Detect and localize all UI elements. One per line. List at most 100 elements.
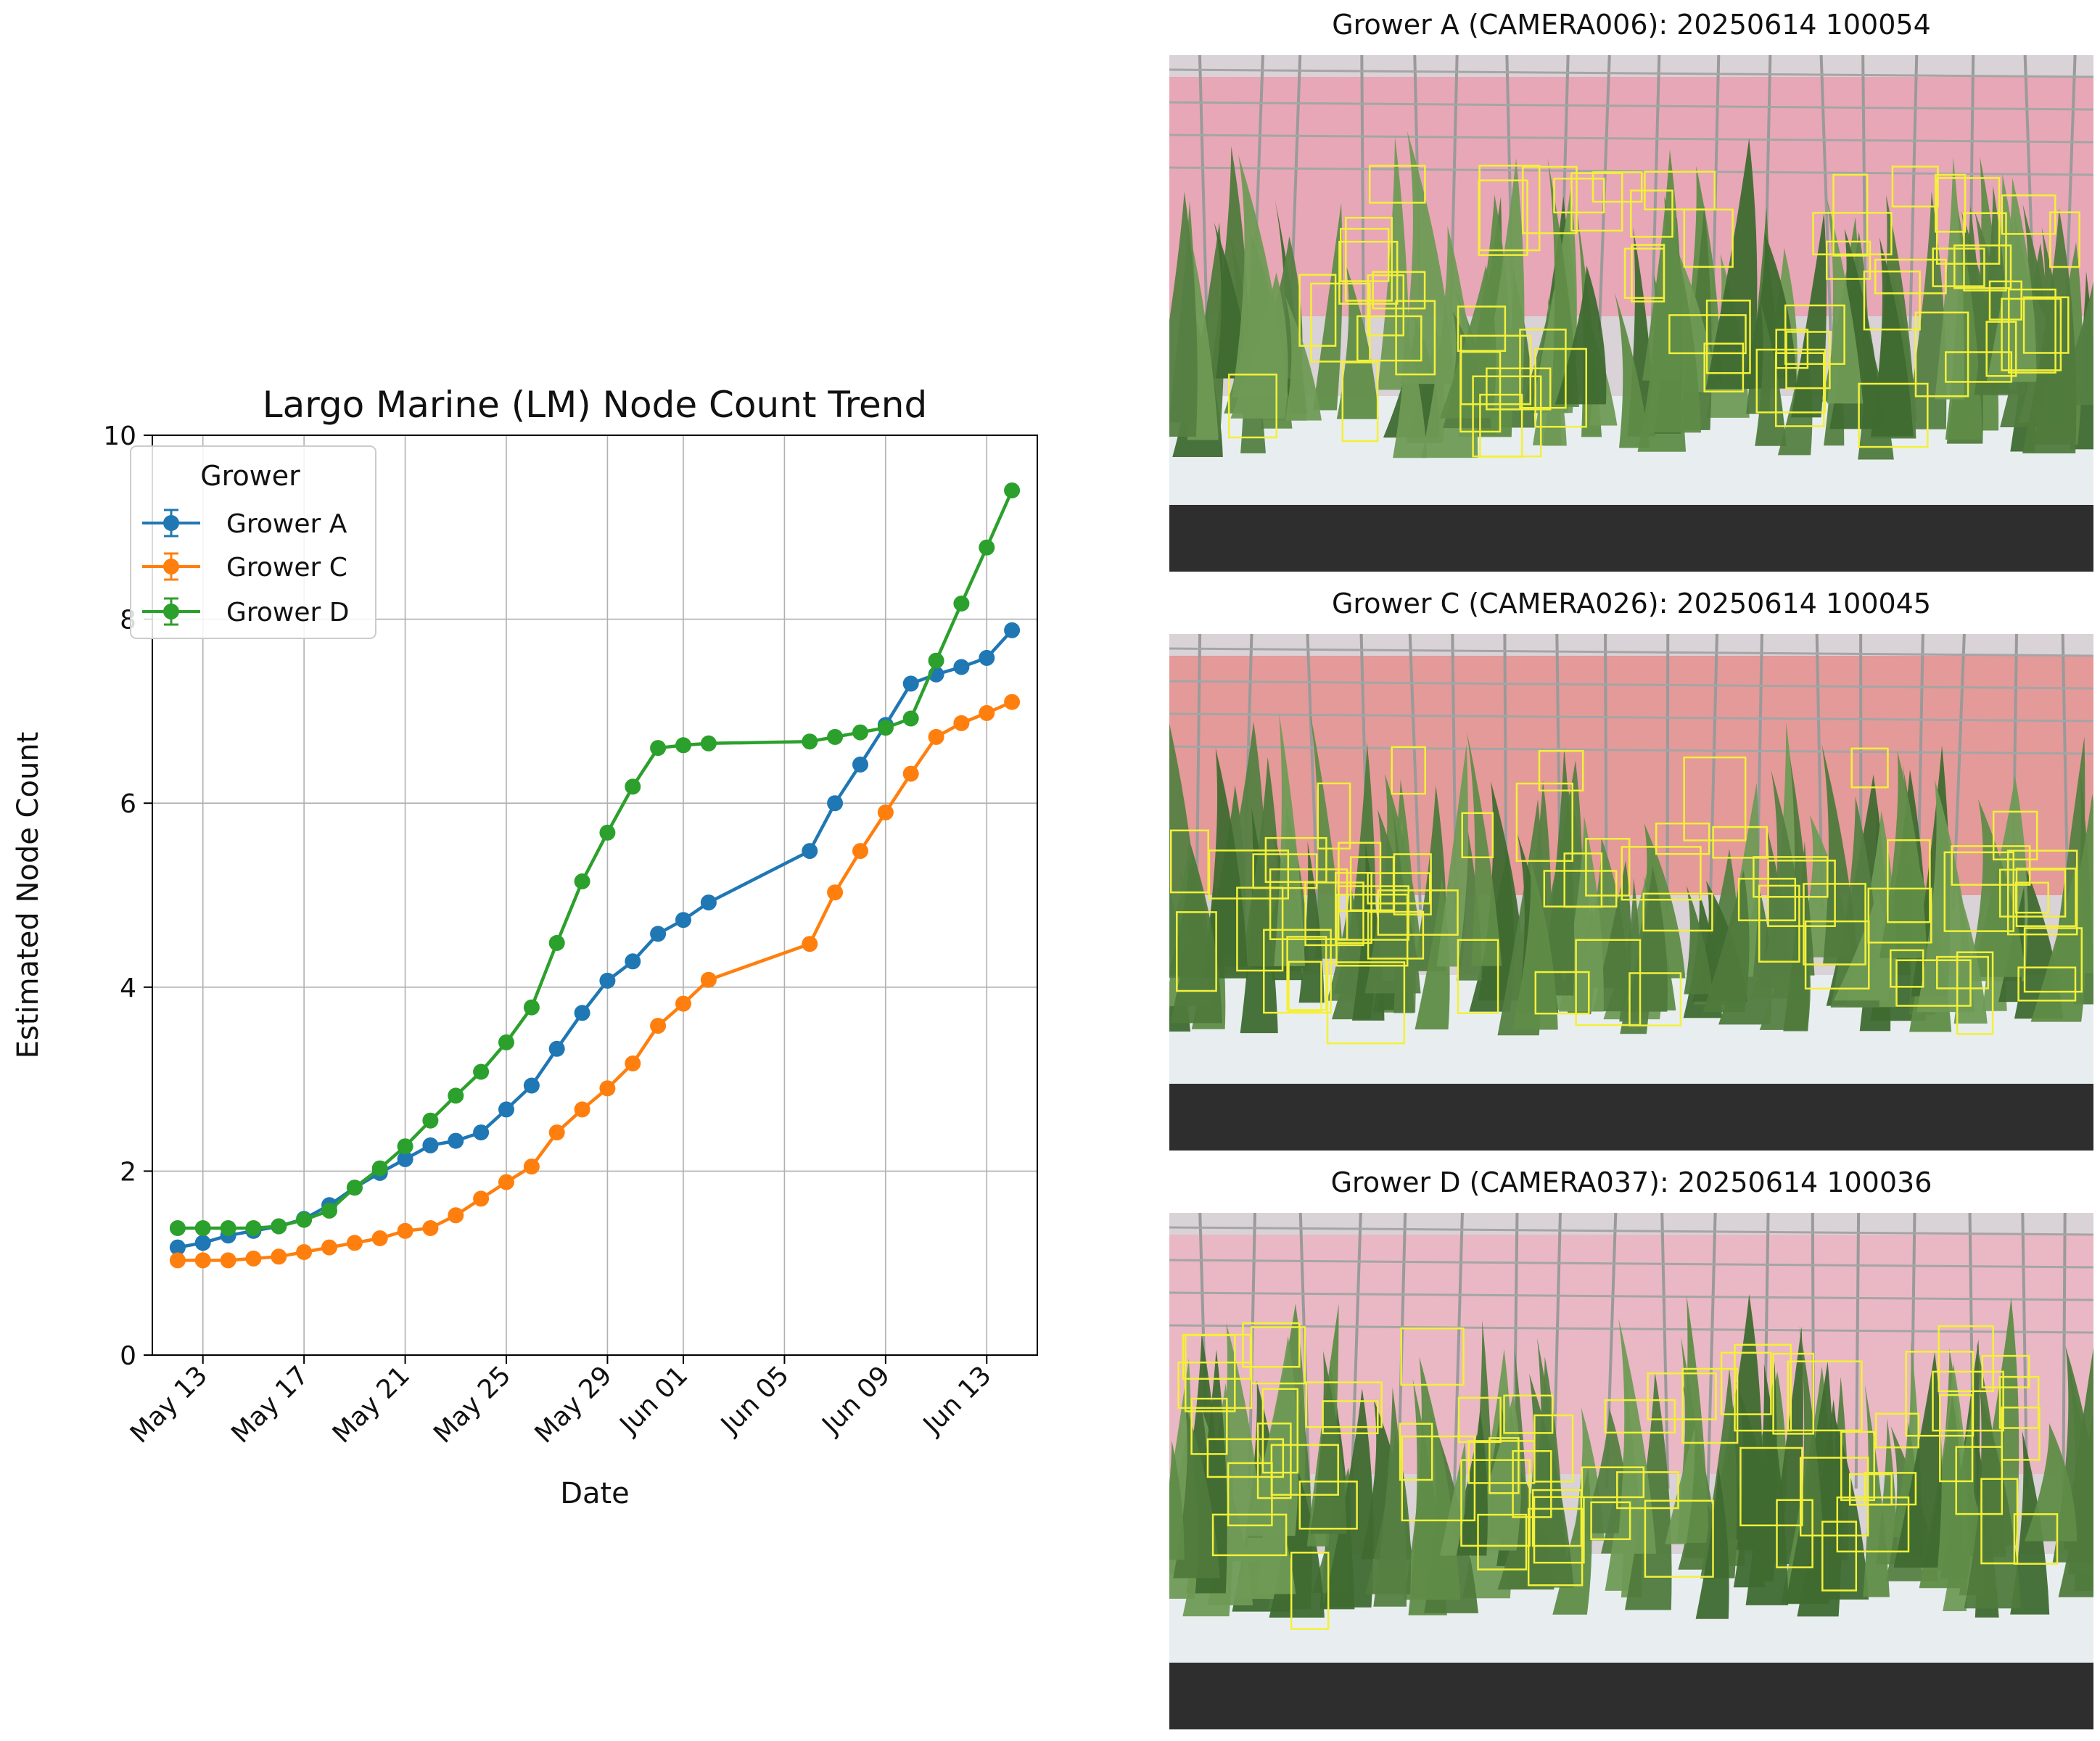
x-tick-label: May 29 <box>530 1360 618 1449</box>
node-detection-box <box>1825 240 1872 280</box>
x-tick-label: May 13 <box>125 1360 213 1449</box>
node-detection-box <box>1998 868 2067 918</box>
data-point-grower-d <box>245 1220 262 1236</box>
data-point-grower-d <box>296 1211 313 1228</box>
node-detection-box <box>1176 911 1217 992</box>
node-detection-box <box>1887 839 1931 923</box>
node-detection-box <box>1753 856 1829 898</box>
node-detection-box <box>1467 1440 1536 1484</box>
data-point-grower-d <box>194 1220 211 1236</box>
data-point-grower-d <box>371 1160 388 1177</box>
greenhouse-frame-beam <box>1169 68 2093 78</box>
data-point-grower-c <box>953 715 970 731</box>
node-detection-box <box>1477 1513 1528 1571</box>
node-detection-box <box>1478 179 1528 256</box>
plant-leaf <box>1625 866 1668 1012</box>
floor <box>1169 505 2093 572</box>
data-point-grower-a <box>397 1151 413 1167</box>
node-detection-box <box>1895 959 1972 1007</box>
node-detection-box <box>1335 893 1409 967</box>
data-point-grower-d <box>346 1180 363 1196</box>
data-point-grower-c <box>902 765 919 782</box>
node-detection-box <box>1712 826 1768 859</box>
legend-entry-grower-c: Grower C <box>142 552 347 583</box>
plant-leaf <box>1285 295 1322 421</box>
node-detection-box <box>1592 171 1643 203</box>
data-point-grower-a <box>700 894 717 911</box>
plant-leaf <box>1169 192 1198 437</box>
data-point-grower-c <box>700 971 717 988</box>
node-detection-box <box>1227 374 1277 439</box>
node-detection-box <box>1953 244 2012 289</box>
plant-leaf <box>1466 731 1502 966</box>
panel-title-grower-a: Grower A (CAMERA006): 20250614 100054 <box>1332 9 1931 41</box>
node-detection-box <box>1185 1334 1236 1412</box>
node-detection-box <box>1804 920 1870 990</box>
plant-leaf <box>1169 1440 1185 1560</box>
data-point-grower-a <box>599 972 616 989</box>
data-point-grower-c <box>422 1220 439 1236</box>
plant-leaf <box>1642 149 1681 381</box>
legend-marker-grower-c <box>163 559 179 575</box>
node-detection-box <box>1372 271 1426 310</box>
node-detection-box <box>1286 936 1327 1011</box>
data-point-grower-d <box>448 1087 464 1104</box>
node-detection-box <box>1503 1394 1554 1434</box>
plant-leaf <box>1415 878 1450 1030</box>
data-point-grower-c <box>346 1235 363 1251</box>
data-point-grower-c <box>1004 693 1021 710</box>
node-detection-box <box>1298 273 1337 347</box>
data-point-grower-d <box>523 999 540 1016</box>
plant-leaf <box>1702 870 1750 1013</box>
node-detection-box <box>1575 939 1642 1026</box>
data-point-grower-c <box>852 843 868 860</box>
node-detection-box <box>1527 1507 1584 1586</box>
node-detection-box <box>1256 1423 1292 1499</box>
node-detection-box <box>1621 846 1702 901</box>
node-detection-box <box>1963 212 2007 292</box>
node-detection-box <box>1304 881 1364 947</box>
node-detection-box <box>1512 1450 1552 1518</box>
node-detection-box <box>1642 892 1713 932</box>
legend-title: Grower <box>200 460 300 492</box>
node-detection-box <box>1250 1326 1306 1385</box>
node-detection-box <box>1938 1325 1994 1393</box>
y-tick-label: 10 <box>103 421 136 451</box>
node-detection-box <box>1264 836 1327 884</box>
data-point-grower-d <box>473 1063 490 1080</box>
greenhouse-frame-beam <box>1169 101 2093 111</box>
node-detection-box <box>1349 856 1395 912</box>
node-detection-box <box>1563 852 1603 908</box>
node-detection-box <box>1628 972 1682 1026</box>
greenhouse-frame-beam <box>1169 1259 2093 1269</box>
data-point-grower-c <box>979 704 995 721</box>
node-detection-box <box>1305 1381 1383 1428</box>
node-detection-box <box>1356 315 1422 362</box>
node-detection-box <box>1655 822 1710 855</box>
y-tick-label: 2 <box>120 1157 136 1187</box>
node-detection-box <box>1821 1520 1858 1592</box>
data-point-grower-c <box>650 1018 667 1034</box>
node-detection-box <box>1720 1351 1772 1415</box>
plant-leaf <box>1555 265 1607 405</box>
series-grower-c <box>169 693 1021 1269</box>
x-tick-label: May 25 <box>428 1360 516 1449</box>
data-point-grower-a <box>827 795 844 812</box>
data-point-grower-c <box>877 804 894 820</box>
node-detection-box <box>1943 851 2015 932</box>
legend-entry-grower-d: Grower D <box>142 597 350 627</box>
node-detection-box <box>1891 165 1939 207</box>
plant-leaf <box>1616 1318 1657 1554</box>
greenhouse-frame-post <box>1908 55 1919 332</box>
plant-leaf <box>1614 292 1650 448</box>
node-detection-box <box>1290 1552 1330 1630</box>
x-tick-label: May 17 <box>226 1360 314 1449</box>
data-point-grower-a <box>902 675 919 692</box>
node-detection-box <box>1252 853 1318 889</box>
data-point-grower-c <box>448 1207 464 1224</box>
node-detection-box <box>1337 885 1409 941</box>
node-detection-box <box>1522 165 1578 234</box>
chart-title: Largo Marine (LM) Node Count Trend <box>263 384 927 426</box>
data-point-grower-c <box>245 1250 262 1267</box>
data-point-grower-a <box>574 1005 590 1021</box>
